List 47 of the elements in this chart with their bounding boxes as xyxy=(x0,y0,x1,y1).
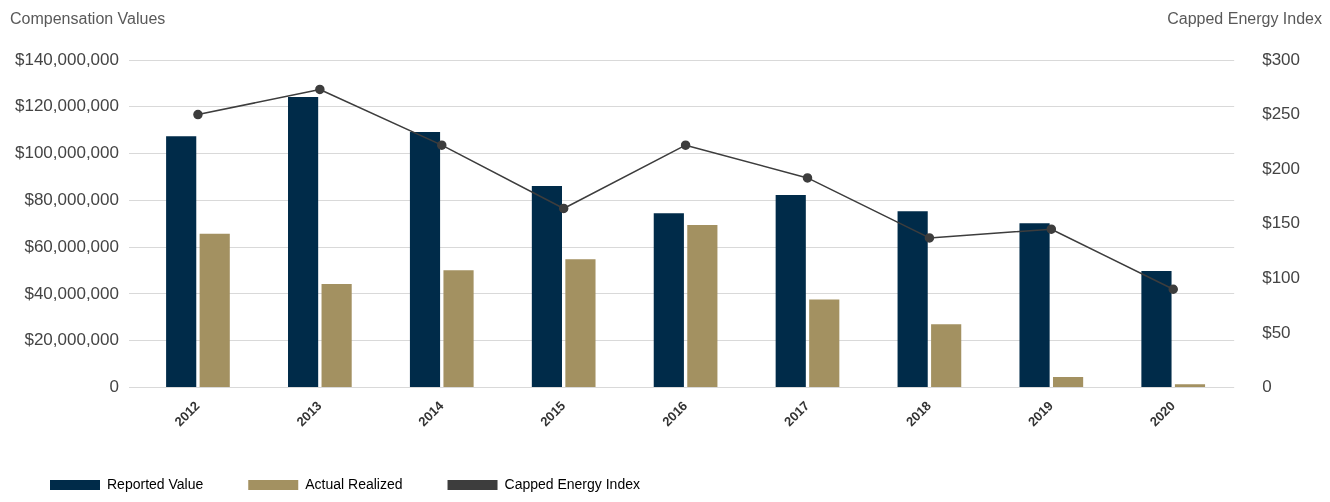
bar xyxy=(775,194,806,388)
bar xyxy=(321,284,352,388)
legend-label: Reported Value xyxy=(107,475,204,492)
bar xyxy=(931,324,962,388)
point xyxy=(1168,284,1178,295)
bar xyxy=(565,259,596,388)
point xyxy=(1046,224,1057,234)
bar xyxy=(687,224,718,388)
y2-tick-label: $50 xyxy=(1262,322,1291,342)
bar xyxy=(409,132,441,388)
point xyxy=(193,109,203,120)
bar xyxy=(897,211,928,388)
point xyxy=(924,233,935,243)
y2-tick-label: $250 xyxy=(1262,104,1301,124)
y2-tick-label: $150 xyxy=(1262,213,1301,233)
point xyxy=(558,203,569,214)
bar xyxy=(443,270,474,388)
legend-label: Capped Energy Index xyxy=(504,475,640,492)
y-tick-label: $40,000,000 xyxy=(24,283,119,303)
y-axis-title: Compensation Values xyxy=(10,10,166,28)
y2-tick-label: 0 xyxy=(1262,377,1272,397)
point xyxy=(802,173,813,183)
bar xyxy=(1019,223,1050,388)
y2-tick-label: $300 xyxy=(1262,49,1301,69)
point xyxy=(680,140,691,150)
bar xyxy=(1052,376,1084,388)
point xyxy=(315,84,325,95)
y2-tick-label: $100 xyxy=(1262,268,1301,288)
bar xyxy=(288,96,319,388)
y2-axis-title: Capped Energy Index xyxy=(1167,10,1322,28)
y-tick-label: $120,000,000 xyxy=(14,96,119,116)
y-tick-label: $140,000,000 xyxy=(14,49,119,69)
legend-label: Actual Realized xyxy=(305,475,403,492)
bar xyxy=(199,233,230,388)
bar xyxy=(531,186,562,388)
y-tick-label: $80,000,000 xyxy=(24,190,119,210)
y-tick-label: $100,000,000 xyxy=(14,143,119,163)
bar xyxy=(653,213,684,388)
bar xyxy=(166,136,197,388)
point xyxy=(437,140,447,150)
y2-tick-label: $200 xyxy=(1262,158,1301,178)
y-tick-label: $60,000,000 xyxy=(24,236,119,256)
bar xyxy=(1174,384,1206,388)
bar xyxy=(1141,271,1172,388)
bar xyxy=(809,299,840,388)
y-tick-label: 0 xyxy=(109,377,119,397)
y-tick-label: $20,000,000 xyxy=(24,330,119,350)
